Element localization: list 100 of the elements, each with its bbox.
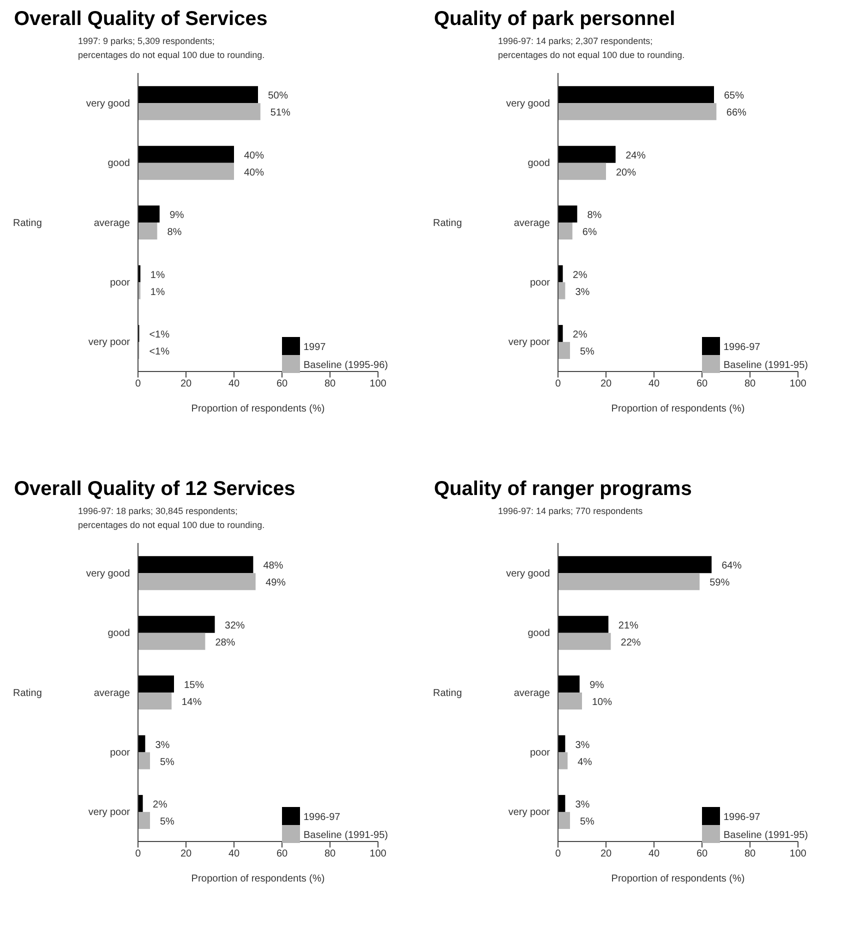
bar [558, 146, 616, 163]
bar [558, 632, 611, 650]
bar [558, 86, 714, 104]
data-label: 32% [224, 620, 245, 632]
data-label: <1% [149, 346, 170, 358]
chart-title: Overall Quality of 12 Services [14, 478, 296, 502]
data-label: 28% [215, 637, 236, 648]
y-tick-label: good [528, 158, 550, 170]
x-tick-label: 80 [324, 848, 336, 860]
bar [558, 265, 563, 282]
x-tick-label: 40 [228, 378, 240, 390]
y-tick-label: average [94, 688, 130, 699]
y-tick-label: very poor [88, 807, 131, 818]
y-tick-label: good [108, 628, 130, 640]
data-label: 5% [160, 816, 175, 828]
data-label: 3% [575, 286, 590, 298]
x-tick-label: 0 [135, 378, 142, 390]
y-tick-label: average [94, 218, 130, 229]
chart-subtitle: 1997: 9 parks; 5,309 respondents; percentages do not equal 100 due to rounding. [78, 35, 266, 62]
bar [138, 812, 150, 829]
x-tick-label: 20 [180, 378, 192, 390]
data-label: 10% [592, 697, 612, 708]
x-tick-label: 40 [648, 378, 660, 390]
data-label: 8% [587, 210, 602, 222]
data-label: 6% [582, 227, 597, 238]
x-axis-title: Proportion of respondents (%) [191, 404, 325, 415]
y-axis-title: Rating [433, 218, 462, 229]
data-label: 5% [580, 816, 595, 828]
y-tick-label: poor [110, 748, 131, 759]
y-axis-title: Rating [13, 218, 42, 229]
data-label: 3% [575, 740, 590, 751]
x-tick-label: 60 [276, 848, 288, 860]
y-tick-label: very good [506, 98, 550, 110]
data-label: 1% [150, 286, 165, 298]
legend-label: Baseline (1995-96) [304, 360, 388, 371]
data-label: 24% [626, 150, 646, 162]
x-tick-label: 80 [324, 378, 336, 390]
data-label: 40% [244, 150, 264, 162]
x-tick-label: 20 [180, 848, 192, 860]
y-axis-title: Rating [13, 688, 42, 699]
x-tick-label: 40 [648, 848, 660, 860]
legend-label: 1996-97 [304, 812, 340, 823]
data-label: 2% [152, 799, 168, 810]
y-tick-label: average [514, 218, 550, 229]
bar [138, 616, 215, 633]
y-tick-label: poor [530, 278, 551, 289]
bar [558, 794, 566, 812]
bar [138, 206, 160, 223]
data-label: 50% [268, 90, 288, 102]
bar [138, 794, 143, 812]
y-tick-label: very good [86, 98, 130, 110]
y-tick-label: very poor [508, 807, 551, 818]
y-tick-label: average [514, 688, 550, 699]
y-tick-label: very good [506, 568, 550, 580]
bar [138, 692, 172, 710]
chart-title: Quality of park personnel [434, 8, 676, 32]
bar [558, 162, 606, 180]
data-label: 1% [150, 270, 165, 281]
x-tick-label: 100 [790, 378, 807, 390]
bar [558, 206, 578, 223]
bar [558, 342, 570, 359]
data-label: 40% [244, 167, 264, 178]
bar [138, 632, 206, 650]
x-axis-title: Proportion of respondents (%) [191, 874, 325, 885]
chart-subtitle: 1996-97: 14 parks; 2,307 respondents; percentages do not equal 100 due to rounding. [498, 35, 686, 62]
bar [138, 573, 256, 590]
x-axis-title: Proportion of respondents (%) [611, 404, 745, 415]
x-tick-label: 80 [744, 378, 756, 390]
bar [558, 282, 566, 300]
x-tick-label: 100 [790, 848, 807, 860]
x-tick-label: 80 [744, 848, 756, 860]
legend-label: 1996-97 [724, 812, 760, 823]
data-label: 14% [182, 697, 202, 708]
legend-label: 1997 [304, 342, 326, 353]
x-tick-label: 0 [555, 378, 562, 390]
bar [138, 162, 234, 180]
chart-title: Overall Quality of Services [14, 8, 268, 32]
x-tick-label: 100 [370, 378, 387, 390]
bar [138, 146, 234, 163]
chart-title: Quality of ranger programs [434, 478, 693, 502]
chart-subtitle: 1996-97: 18 parks; 30,845 respondents; percentages do not equal 100 due to rounding. [78, 505, 266, 532]
data-label: 21% [618, 620, 639, 632]
data-label: 5% [160, 756, 175, 768]
data-label: 59% [710, 578, 730, 589]
data-label: 9% [170, 210, 184, 222]
bar [138, 103, 260, 120]
x-tick-label: 100 [370, 848, 387, 860]
bar [558, 752, 568, 770]
x-tick-label: 60 [696, 378, 708, 390]
bar [138, 676, 174, 693]
x-tick-label: 0 [135, 848, 142, 860]
bar [138, 222, 158, 240]
data-label: 48% [263, 560, 284, 572]
bar [558, 556, 712, 574]
bar [138, 735, 146, 752]
bar [558, 616, 608, 633]
data-label: 3% [155, 740, 170, 751]
data-label: 66% [726, 108, 747, 119]
bar [558, 573, 700, 590]
bar [558, 692, 582, 710]
